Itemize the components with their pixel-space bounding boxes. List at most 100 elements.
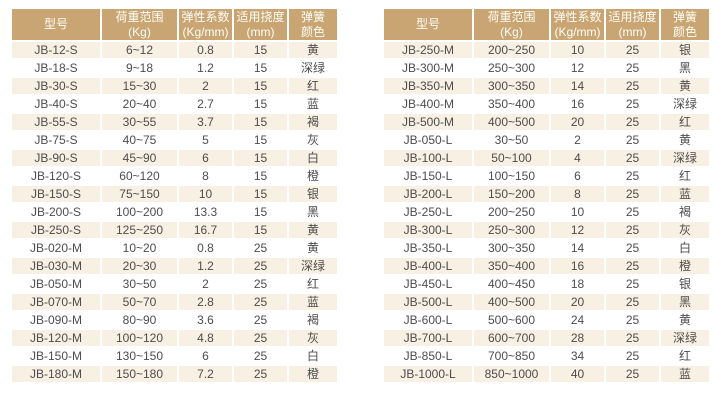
cell-load-range: 250~300 xyxy=(472,220,551,240)
cell-model: JB-030-M xyxy=(10,256,102,276)
cell-spring-color: 橙 xyxy=(287,166,339,186)
cell-model: JB-450-L xyxy=(382,274,474,294)
cell-spring-rate: 7.2 xyxy=(177,364,234,384)
cell-spring-rate: 12 xyxy=(549,220,606,240)
cell-spring-rate: 1.2 xyxy=(177,256,234,276)
cell-spring-rate: 20 xyxy=(549,292,606,312)
spring-spec-table-left: 型号 荷重范围 (Kg) 弹性系数 (Kg/mm) 适用挠度 (mm) 弹簧 颜… xyxy=(10,7,339,384)
cell-spring-rate: 2.7 xyxy=(177,94,234,114)
cell-spring-color: 黑 xyxy=(287,202,339,222)
table-header-right: 型号 荷重范围 (Kg) 弹性系数 (Kg/mm) 适用挠度 (mm) 弹簧 颜… xyxy=(382,7,711,42)
cell-deflection: 15 xyxy=(232,184,289,204)
cell-spring-color: 红 xyxy=(659,166,711,186)
cell-model: JB-120-M xyxy=(10,328,102,348)
cell-spring-rate: 0.8 xyxy=(177,40,234,60)
cell-deflection: 25 xyxy=(604,274,661,294)
cell-load-range: 20~30 xyxy=(100,256,179,276)
spec-tables-container: 型号 荷重范围 (Kg) 弹性系数 (Kg/mm) 适用挠度 (mm) 弹簧 颜… xyxy=(10,7,711,384)
cell-deflection: 25 xyxy=(604,166,661,186)
table-row: JB-070-M 50~70 2.8 25 蓝 xyxy=(10,292,339,312)
col-header-spring-color: 弹簧 颜色 xyxy=(659,7,711,42)
table-row: JB-400-M 350~400 16 25 深绿 xyxy=(382,94,711,114)
cell-load-range: 150~200 xyxy=(472,184,551,204)
table-row: JB-300-L 250~300 12 25 灰 xyxy=(382,220,711,240)
cell-model: JB-30-S xyxy=(10,76,102,96)
cell-model: JB-120-S xyxy=(10,166,102,186)
cell-deflection: 15 xyxy=(232,112,289,132)
cell-load-range: 20~40 xyxy=(100,94,179,114)
table-row: JB-55-S 30~55 3.7 15 褐 xyxy=(10,112,339,132)
cell-load-range: 100~200 xyxy=(100,202,179,222)
cell-spring-rate: 1.2 xyxy=(177,58,234,78)
cell-deflection: 25 xyxy=(604,112,661,132)
cell-spring-color: 黄 xyxy=(287,238,339,258)
cell-load-range: 600~700 xyxy=(472,328,551,348)
cell-model: JB-300-M xyxy=(382,58,474,78)
cell-spring-color: 深绿 xyxy=(287,58,339,78)
table-row: JB-75-S 40~75 5 15 灰 xyxy=(10,130,339,150)
cell-model: JB-12-S xyxy=(10,40,102,60)
cell-load-range: 30~50 xyxy=(100,274,179,294)
cell-deflection: 25 xyxy=(604,94,661,114)
cell-deflection: 25 xyxy=(232,238,289,258)
cell-spring-color: 黄 xyxy=(659,130,711,150)
table-row: JB-020-M 10~20 0.8 25 黄 xyxy=(10,238,339,258)
cell-model: JB-090-M xyxy=(10,310,102,330)
cell-spring-color: 黄 xyxy=(287,40,339,60)
cell-deflection: 25 xyxy=(604,76,661,96)
table-row: JB-700-L 600~700 28 25 深绿 xyxy=(382,328,711,348)
cell-deflection: 25 xyxy=(232,274,289,294)
cell-model: JB-200-L xyxy=(382,184,474,204)
cell-load-range: 60~120 xyxy=(100,166,179,186)
cell-spring-rate: 14 xyxy=(549,238,606,258)
cell-spring-color: 褐 xyxy=(659,202,711,222)
col-header-deflection: 适用挠度 (mm) xyxy=(604,7,661,42)
cell-spring-color: 银 xyxy=(287,184,339,204)
cell-deflection: 25 xyxy=(604,310,661,330)
cell-model: JB-250-S xyxy=(10,220,102,240)
cell-load-range: 200~250 xyxy=(472,202,551,222)
cell-load-range: 30~50 xyxy=(472,130,551,150)
col-header-load-range: 荷重范围 (Kg) xyxy=(472,7,551,42)
cell-load-range: 125~250 xyxy=(100,220,179,240)
col-header-spring-rate: 弹性系数 (Kg/mm) xyxy=(549,7,606,42)
cell-spring-color: 黑 xyxy=(659,292,711,312)
cell-spring-color: 灰 xyxy=(287,130,339,150)
cell-spring-rate: 2 xyxy=(177,274,234,294)
col-header-deflection: 适用挠度 (mm) xyxy=(232,7,289,42)
cell-model: JB-150-S xyxy=(10,184,102,204)
cell-load-range: 15~30 xyxy=(100,76,179,96)
col-header-load-range: 荷重范围 (Kg) xyxy=(100,7,179,42)
table-row: JB-1000-L 850~1000 40 25 蓝 xyxy=(382,364,711,384)
cell-load-range: 75~150 xyxy=(100,184,179,204)
cell-spring-rate: 28 xyxy=(549,328,606,348)
cell-spring-rate: 10 xyxy=(177,184,234,204)
cell-model: JB-500-M xyxy=(382,112,474,132)
cell-model: JB-350-M xyxy=(382,76,474,96)
cell-model: JB-90-S xyxy=(10,148,102,168)
col-header-spring-rate: 弹性系数 (Kg/mm) xyxy=(177,7,234,42)
table-row: JB-450-L 400~450 18 25 银 xyxy=(382,274,711,294)
table-row: JB-90-S 45~90 6 15 白 xyxy=(10,148,339,168)
cell-spring-rate: 5 xyxy=(177,130,234,150)
cell-model: JB-500-L xyxy=(382,292,474,312)
cell-model: JB-150-M xyxy=(10,346,102,366)
cell-deflection: 25 xyxy=(604,202,661,222)
cell-spring-rate: 6 xyxy=(177,346,234,366)
cell-deflection: 25 xyxy=(232,256,289,276)
cell-spring-rate: 0.8 xyxy=(177,238,234,258)
cell-spring-rate: 8 xyxy=(549,184,606,204)
cell-deflection: 15 xyxy=(232,202,289,222)
cell-deflection: 25 xyxy=(232,310,289,330)
cell-deflection: 25 xyxy=(604,364,661,384)
cell-deflection: 25 xyxy=(604,40,661,60)
table-row: JB-200-S 100~200 13.3 15 黑 xyxy=(10,202,339,222)
cell-spring-color: 红 xyxy=(659,346,711,366)
cell-deflection: 25 xyxy=(604,292,661,312)
cell-spring-color: 黄 xyxy=(287,220,339,240)
cell-spring-rate: 6 xyxy=(177,148,234,168)
cell-spring-color: 褐 xyxy=(287,112,339,132)
cell-deflection: 15 xyxy=(232,58,289,78)
cell-spring-rate: 3.7 xyxy=(177,112,234,132)
table-row: JB-400-L 350~400 16 25 橙 xyxy=(382,256,711,276)
